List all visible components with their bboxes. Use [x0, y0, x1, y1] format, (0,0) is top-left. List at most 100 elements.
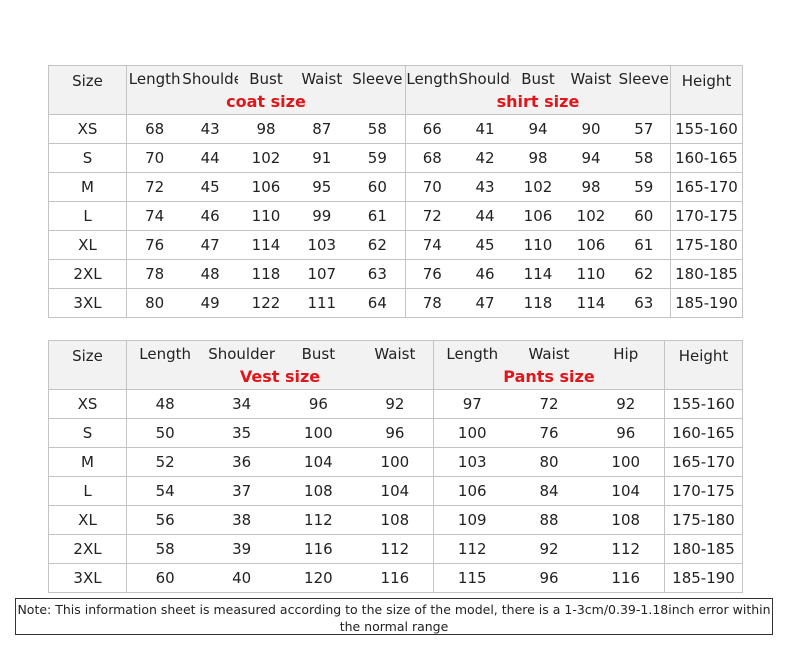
value-cell: 68 — [405, 143, 459, 173]
value-cell: 106 — [238, 172, 294, 202]
size-cell: 2XL — [48, 534, 127, 564]
value-cell: 104 — [356, 476, 434, 506]
value-cell: 118 — [511, 288, 565, 318]
value-cell: 114 — [511, 259, 565, 289]
value-cell: 90 — [564, 114, 618, 144]
value-cell: 41 — [458, 114, 512, 144]
column-header: Shoulder — [458, 65, 512, 92]
data-row: XL 56 38 112 108 109 88 108 175-180 — [48, 505, 743, 535]
value-cell: 98 — [238, 114, 294, 144]
value-cell: 56 — [126, 505, 204, 535]
value-cell: 78 — [405, 288, 459, 318]
value-cell: 109 — [433, 505, 511, 535]
group-row: Vest size Pants size — [49, 367, 743, 390]
header-row: Size Length Shoulder Bust Waist Length Waist Hi… — [48, 340, 743, 390]
value-cell: 76 — [126, 230, 183, 260]
value-cell: 116 — [280, 534, 357, 564]
value-cell: 58 — [126, 534, 204, 564]
size-cell: XL — [48, 505, 127, 535]
value-cell: 40 — [203, 563, 280, 593]
value-cell: 110 — [564, 259, 618, 289]
value-cell: 180-185 — [670, 259, 743, 289]
column-header: Shoulder — [182, 65, 239, 92]
value-cell: 60 — [617, 201, 671, 231]
value-cell: 35 — [203, 418, 280, 448]
value-cell: 116 — [587, 563, 665, 593]
value-cell: 92 — [510, 534, 588, 564]
value-cell: 98 — [564, 172, 618, 202]
data-row: M 72 45 106 95 60 70 43 102 98 59 165-170 — [48, 172, 743, 202]
data-row: L 54 37 108 104 106 84 104 170-175 — [48, 476, 743, 506]
group-row: coat size shirt size — [49, 92, 743, 115]
value-cell: 46 — [182, 201, 239, 231]
value-cell: 42 — [458, 143, 512, 173]
size-cell: 2XL — [48, 259, 127, 289]
value-cell: 43 — [182, 114, 239, 144]
coat-shirt-table: SizeLengthShoulderBustWaistSleeveLengthS… — [48, 65, 743, 318]
value-cell: 160-165 — [670, 143, 743, 173]
value-cell: 107 — [293, 259, 350, 289]
data-row: 2XL 58 39 116 112 112 92 112 180-185 — [48, 534, 743, 564]
column-header: Waist — [293, 65, 350, 92]
size-cell: S — [48, 418, 127, 448]
value-cell: 88 — [510, 505, 588, 535]
group-label: Vest size — [126, 367, 434, 390]
column-header: Length — [126, 65, 183, 92]
value-cell: 104 — [587, 476, 665, 506]
size-cell: M — [48, 172, 127, 202]
group-label: shirt size — [405, 92, 671, 115]
height-header: Height — [670, 65, 743, 115]
value-cell: 92 — [356, 389, 434, 419]
column-header: Waist — [510, 340, 588, 367]
value-cell: 60 — [126, 563, 204, 593]
size-cell: XS — [48, 389, 127, 419]
value-cell: 103 — [433, 447, 511, 477]
value-cell: 57 — [617, 114, 671, 144]
value-cell: 170-175 — [670, 201, 743, 231]
value-cell: 47 — [458, 288, 512, 318]
data-row: 3XL 60 40 120 116 115 96 116 185-190 — [48, 563, 743, 593]
data-row: XS 48 34 96 92 97 72 92 155-160 — [48, 389, 743, 419]
value-cell: 61 — [617, 230, 671, 260]
value-cell: 98 — [511, 143, 565, 173]
value-cell: 72 — [510, 389, 588, 419]
value-cell: 114 — [564, 288, 618, 318]
column-header: Bust — [280, 340, 357, 367]
value-cell: 165-170 — [664, 447, 743, 477]
value-cell: 116 — [356, 563, 434, 593]
value-cell: 108 — [587, 505, 665, 535]
size-cell: L — [48, 201, 127, 231]
value-cell: 175-180 — [664, 505, 743, 535]
value-cell: 120 — [280, 563, 357, 593]
value-cell: 70 — [405, 172, 459, 202]
value-cell: 39 — [203, 534, 280, 564]
value-cell: 91 — [293, 143, 350, 173]
value-cell: 92 — [587, 389, 665, 419]
value-cell: 100 — [433, 418, 511, 448]
value-cell: 94 — [511, 114, 565, 144]
value-cell: 74 — [405, 230, 459, 260]
value-cell: 165-170 — [670, 172, 743, 202]
value-cell: 102 — [564, 201, 618, 231]
value-cell: 48 — [182, 259, 239, 289]
column-header: Shoulder — [203, 340, 280, 367]
value-cell: 74 — [126, 201, 183, 231]
column-header: Bust — [238, 65, 294, 92]
value-cell: 76 — [405, 259, 459, 289]
value-cell: 108 — [280, 476, 357, 506]
size-header: Size — [48, 340, 127, 390]
value-cell: 36 — [203, 447, 280, 477]
value-cell: 102 — [238, 143, 294, 173]
value-cell: 62 — [617, 259, 671, 289]
value-cell: 114 — [238, 230, 294, 260]
value-cell: 96 — [356, 418, 434, 448]
value-cell: 96 — [510, 563, 588, 593]
value-cell: 37 — [203, 476, 280, 506]
value-cell: 44 — [458, 201, 512, 231]
value-cell: 58 — [349, 114, 406, 144]
value-cell: 80 — [126, 288, 183, 318]
data-row: L 74 46 110 99 61 72 44 106 102 60 170-175 — [48, 201, 743, 231]
header-row: SizeLengthShoulderBustWaistSleeveLengthS… — [48, 65, 743, 115]
value-cell: 68 — [126, 114, 183, 144]
